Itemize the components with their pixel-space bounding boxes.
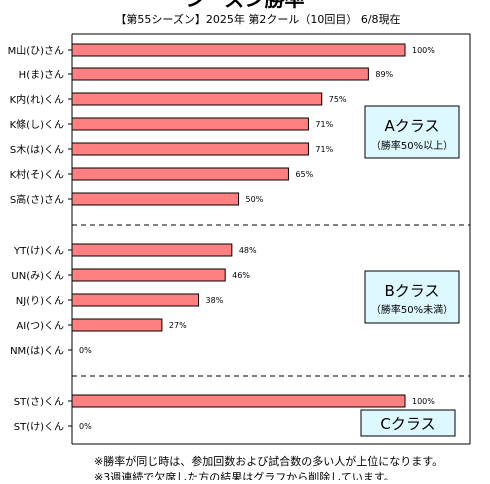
value-label-6: 65% (295, 170, 313, 179)
value-label-4: 71% (315, 120, 333, 129)
class-sublabel-1: （勝率50%以上） (371, 139, 453, 152)
class-label-2: Bクラス (385, 282, 440, 300)
class-label-1: Aクラス (385, 117, 440, 135)
bar-2 (71, 67, 369, 81)
class-label-3: Cクラス (380, 415, 435, 433)
chart-subtitle: 【第55シーズン】2025年 第2クール（10回目） 6/8現在 (115, 12, 400, 26)
value-label-12: 0% (79, 346, 92, 355)
value-label-10: 38% (206, 296, 224, 305)
category-label-6: K村(そ)くん (10, 168, 64, 181)
bar-10 (71, 293, 200, 307)
category-label-9: UN(み)くん (11, 270, 64, 282)
category-label-1: M山(ひ)さん (8, 45, 64, 57)
value-label-1: 100% (412, 46, 435, 55)
category-label-8: YT(け)くん (13, 245, 64, 257)
category-label-3: K内(れ)くん (10, 93, 64, 106)
chart-title: シーズン勝率 (186, 0, 305, 11)
category-label-10: NJ(り)くん (16, 295, 64, 307)
value-label-5: 71% (315, 145, 333, 154)
bar-7 (71, 192, 239, 206)
footnote-1: ※勝率が同じ時は、参加回数および試合数の多い人が上位になります。 (94, 454, 443, 468)
bar-9 (71, 268, 226, 282)
category-label-7: S高(さ)さん (10, 193, 64, 206)
bar-8 (71, 243, 233, 257)
category-label-13: ST(さ)くん (14, 396, 64, 408)
value-label-14: 0% (79, 422, 92, 431)
class-sublabel-2: （勝率50%未満） (371, 303, 453, 316)
bar-6 (71, 167, 289, 181)
value-label-3: 75% (329, 95, 347, 104)
category-label-5: S木(は)くん (10, 144, 64, 156)
category-label-12: NM(は)くん (10, 345, 64, 357)
value-label-2: 89% (375, 70, 393, 79)
bar-5 (71, 142, 309, 156)
bar-11 (71, 318, 163, 332)
class-box-2 (364, 270, 460, 324)
class-box-1 (364, 105, 460, 159)
category-label-2: H(ま)さん (19, 69, 64, 81)
value-label-8: 48% (239, 246, 257, 255)
bar-3 (71, 92, 323, 106)
bar-1 (71, 43, 406, 57)
value-label-9: 46% (232, 271, 250, 280)
value-label-13: 100% (412, 397, 435, 406)
footnote-2: ※3週連続で欠席した方の結果はグラフから削除しています。 (94, 470, 395, 480)
category-label-11: AI(つ)くん (16, 320, 64, 332)
value-label-11: 27% (169, 321, 187, 330)
value-label-7: 50% (246, 195, 264, 204)
class-box-3 (360, 409, 456, 437)
category-label-14: ST(け)くん (14, 421, 64, 433)
bar-13 (71, 394, 406, 408)
bar-4 (71, 117, 309, 131)
category-label-4: K條(し)くん (10, 118, 64, 131)
